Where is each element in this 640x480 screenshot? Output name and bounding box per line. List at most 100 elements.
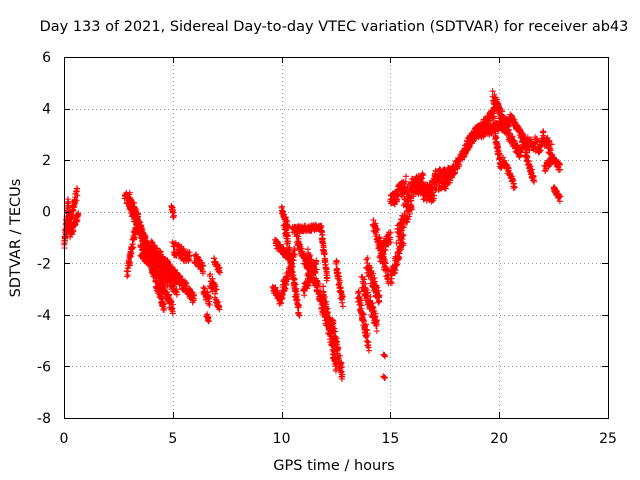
data-point — [279, 208, 286, 215]
data-point — [217, 269, 223, 276]
data-point — [288, 255, 295, 261]
data-point — [404, 216, 411, 223]
data-point — [392, 267, 399, 274]
data-point — [161, 305, 167, 312]
data-point — [200, 270, 206, 277]
data-point — [126, 261, 133, 268]
data-point — [295, 311, 302, 318]
data-point — [168, 305, 175, 312]
data-point — [312, 270, 319, 277]
data-point — [186, 253, 192, 260]
data-point — [361, 276, 368, 283]
data-point — [373, 321, 380, 328]
y-tick-label: 2 — [42, 153, 51, 169]
data-point — [187, 252, 193, 259]
data-point — [393, 261, 400, 268]
data-point — [338, 364, 345, 371]
data-point — [306, 253, 313, 260]
x-tick-label: 0 — [60, 431, 69, 447]
data-point — [331, 325, 338, 332]
data-point — [175, 242, 182, 249]
x-tick-label: 15 — [381, 431, 399, 447]
data-point — [400, 240, 407, 247]
data-point — [372, 278, 378, 285]
data-point — [403, 173, 409, 180]
data-point — [373, 318, 380, 325]
data-point — [151, 242, 158, 249]
data-point — [135, 218, 142, 225]
data-point — [169, 308, 176, 315]
data-point — [135, 211, 142, 218]
data-point — [373, 328, 380, 334]
data-point — [361, 311, 367, 318]
data-point — [380, 251, 387, 258]
data-point — [370, 270, 377, 277]
data-point — [402, 186, 409, 193]
data-point — [540, 129, 547, 135]
data-point — [382, 353, 388, 360]
data-point — [207, 293, 213, 300]
data-point — [382, 259, 388, 265]
data-point — [400, 224, 407, 231]
data-point — [330, 319, 337, 326]
data-point — [139, 225, 146, 232]
data-point — [333, 260, 340, 267]
data-point — [367, 293, 374, 300]
data-point — [373, 227, 380, 234]
data-point — [381, 375, 388, 381]
data-point — [406, 211, 413, 217]
x-tick-labels: 0 5 10 15 20 25 — [60, 431, 617, 447]
data-point — [205, 318, 212, 325]
data-point — [319, 231, 326, 238]
data-point — [313, 287, 320, 294]
data-point — [72, 198, 78, 205]
data-point — [337, 284, 344, 291]
data-point — [169, 301, 176, 308]
data-point — [335, 269, 342, 276]
data-point — [305, 282, 312, 289]
data-point — [388, 280, 395, 287]
y-tick-label: -6 — [37, 359, 51, 375]
data-points — [61, 88, 564, 382]
data-point — [281, 214, 287, 221]
data-point — [165, 292, 172, 299]
data-point — [394, 197, 400, 204]
data-point — [339, 373, 346, 380]
data-point — [325, 315, 332, 322]
data-point — [311, 267, 318, 274]
x-tick-label: 10 — [273, 431, 291, 447]
data-point — [323, 275, 330, 282]
x-tick-label: 20 — [490, 431, 508, 447]
data-point — [279, 291, 286, 298]
data-point — [358, 297, 364, 304]
y-tick-label: 0 — [42, 205, 51, 221]
data-point — [374, 226, 381, 233]
data-point — [289, 269, 296, 276]
data-point — [172, 269, 179, 276]
data-point — [387, 239, 394, 245]
data-point — [174, 291, 180, 298]
data-point — [207, 271, 214, 278]
data-point — [376, 292, 383, 299]
data-point — [319, 237, 326, 244]
data-point — [295, 235, 302, 242]
y-tick-label: -4 — [37, 308, 51, 324]
data-point — [337, 352, 344, 359]
data-point — [213, 286, 220, 293]
data-point — [363, 321, 369, 328]
x-axis-label: GPS time / hours — [273, 458, 394, 474]
data-point — [366, 347, 372, 354]
data-point — [70, 227, 77, 234]
data-point — [375, 287, 382, 294]
data-point — [191, 292, 198, 299]
data-point — [125, 268, 131, 275]
data-point — [156, 247, 163, 254]
data-point — [374, 284, 381, 291]
data-point — [295, 302, 302, 309]
x-tick-label: 5 — [168, 431, 177, 447]
data-point — [170, 213, 177, 220]
data-point — [365, 342, 372, 348]
data-point — [339, 303, 346, 310]
data-point — [339, 299, 346, 306]
